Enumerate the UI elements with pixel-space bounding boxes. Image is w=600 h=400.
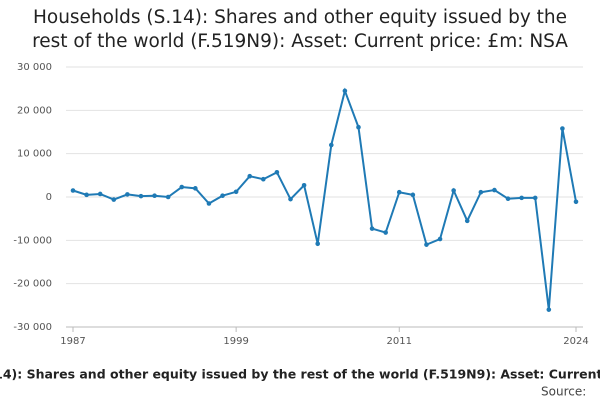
point: [84, 192, 89, 198]
point: [451, 188, 456, 193]
point: [206, 201, 212, 206]
line: [72, 87, 577, 310]
point: [478, 189, 484, 195]
point: [424, 242, 429, 247]
point: [301, 183, 307, 188]
y-tick-label: 20 000: [17, 105, 52, 116]
point: [383, 230, 388, 235]
point: [125, 192, 130, 197]
point: [179, 184, 185, 190]
y-tick-label: -20 000: [13, 279, 52, 290]
point: [247, 173, 253, 179]
x-tick-label: 2024: [563, 336, 588, 347]
point: [138, 193, 144, 199]
y-tick-label: -10 000: [13, 235, 52, 246]
y-tick-label: -30 000: [13, 322, 52, 333]
y-tick-label: 10 000: [17, 149, 52, 160]
point: [97, 191, 103, 197]
point: [532, 195, 538, 201]
y-tick-label: 0: [46, 192, 52, 203]
point: [288, 196, 293, 202]
x-tick-label: 1999: [223, 336, 248, 347]
x-tick-label: 2011: [387, 336, 412, 347]
x-tick-label: 1987: [60, 336, 85, 347]
y-tick-label: 30 000: [17, 62, 52, 73]
source: Source:: [541, 385, 586, 399]
point: [70, 188, 76, 193]
chart-title: Households (S.14): Shares and other equi…: [32, 7, 568, 52]
legend-entry: Households (S.14): Shares and other equi…: [0, 367, 600, 382]
point: [369, 226, 375, 231]
point: [356, 124, 361, 130]
point: [233, 189, 239, 195]
point: [573, 199, 579, 205]
point: [165, 194, 171, 200]
point: [396, 189, 402, 195]
point: [315, 241, 321, 247]
point: [274, 170, 280, 175]
point: [505, 196, 511, 202]
point: [410, 192, 416, 198]
point: [111, 197, 117, 202]
point: [464, 218, 470, 224]
point: [342, 88, 348, 94]
point: [519, 195, 524, 201]
point: [220, 193, 225, 198]
point: [152, 193, 157, 198]
point: [492, 187, 497, 193]
point: [546, 307, 552, 312]
point: [328, 142, 334, 148]
point: [261, 176, 266, 182]
point: [193, 186, 198, 191]
point: [560, 126, 565, 131]
point: [437, 236, 443, 242]
